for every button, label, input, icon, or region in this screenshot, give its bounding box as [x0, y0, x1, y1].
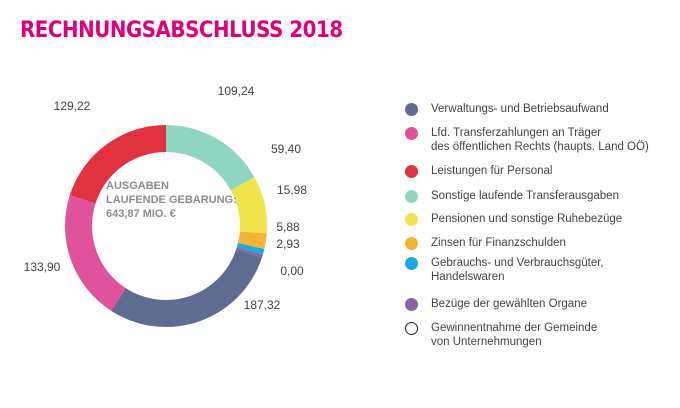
- legend-label: Bezüge der gewählten Organe: [431, 298, 587, 310]
- value-label: 0,00: [280, 264, 304, 278]
- donut-segment: [111, 249, 262, 327]
- chart-title: RECHNUNGSABSCHLUSS 2018: [20, 18, 343, 43]
- legend-label: Verwaltungs- und Betriebsaufwand: [431, 103, 609, 115]
- legend-marker: [405, 237, 418, 250]
- donut-segment: [166, 125, 255, 191]
- legend-label: Zinsen für Finanzschulden: [431, 237, 566, 249]
- legend-label: Gewinnentnahme der Gemeinde von Unterneh…: [431, 322, 598, 348]
- donut-segment: [236, 242, 265, 255]
- legend-label: Leistungen für Personal: [431, 165, 553, 177]
- donut-segment: [238, 231, 267, 250]
- legend-item: Gewinnentnahme der Gemeinde von Unterneh…: [405, 321, 597, 349]
- donut-segment: [236, 247, 263, 258]
- legend-item: Pensionen und sonstige Ruhebezüge: [405, 212, 622, 226]
- donut-segment: [69, 125, 166, 204]
- legend-label: Gebrauchs- und Verbrauchsgüter, Handelsw…: [431, 257, 604, 283]
- legend-item: Lfd. Transferzahlungen an Träger des öff…: [405, 126, 649, 154]
- legend-item: Bezüge der gewählten Organe: [405, 297, 587, 311]
- legend-item: Zinsen für Finanzschulden: [405, 236, 566, 250]
- legend-marker: [405, 103, 418, 116]
- legend-item: Verwaltungs- und Betriebsaufwand: [405, 102, 609, 116]
- value-label: 187,32: [244, 298, 281, 312]
- legend-item: Gebrauchs- und Verbrauchsgüter, Handelsw…: [405, 256, 604, 284]
- legend-label: Pensionen und sonstige Ruhebezüge: [431, 213, 623, 225]
- value-label: 129,22: [54, 99, 91, 113]
- donut-segment: [230, 177, 267, 234]
- value-label: 59,40: [271, 142, 301, 156]
- center-label: LAUFENDE GEBARUNG:: [106, 194, 237, 206]
- center-label: 643,87 MIO. €: [106, 208, 176, 220]
- value-label: 133,90: [24, 260, 61, 274]
- legend-marker: [405, 127, 418, 140]
- legend-marker: [405, 298, 418, 311]
- legend-marker: [405, 257, 418, 270]
- legend-item: Sonstige laufende Transferausgaben: [405, 189, 619, 203]
- center-label: AUSGABEN: [106, 180, 169, 192]
- legend-marker: [405, 213, 418, 226]
- legend-marker: [405, 165, 418, 178]
- value-label: 109,24: [218, 84, 255, 98]
- donut-segment: [64, 195, 126, 311]
- value-label: 15,98: [277, 183, 307, 197]
- legend-label: Sonstige laufende Transferausgaben: [431, 190, 619, 202]
- legend-marker: [405, 322, 418, 335]
- value-label: 2,93: [276, 237, 300, 251]
- legend-label: Lfd. Transferzahlungen an Träger des öff…: [431, 127, 649, 153]
- legend-marker: [405, 190, 418, 203]
- value-label: 5,88: [276, 220, 300, 234]
- legend-item: Leistungen für Personal: [405, 164, 552, 178]
